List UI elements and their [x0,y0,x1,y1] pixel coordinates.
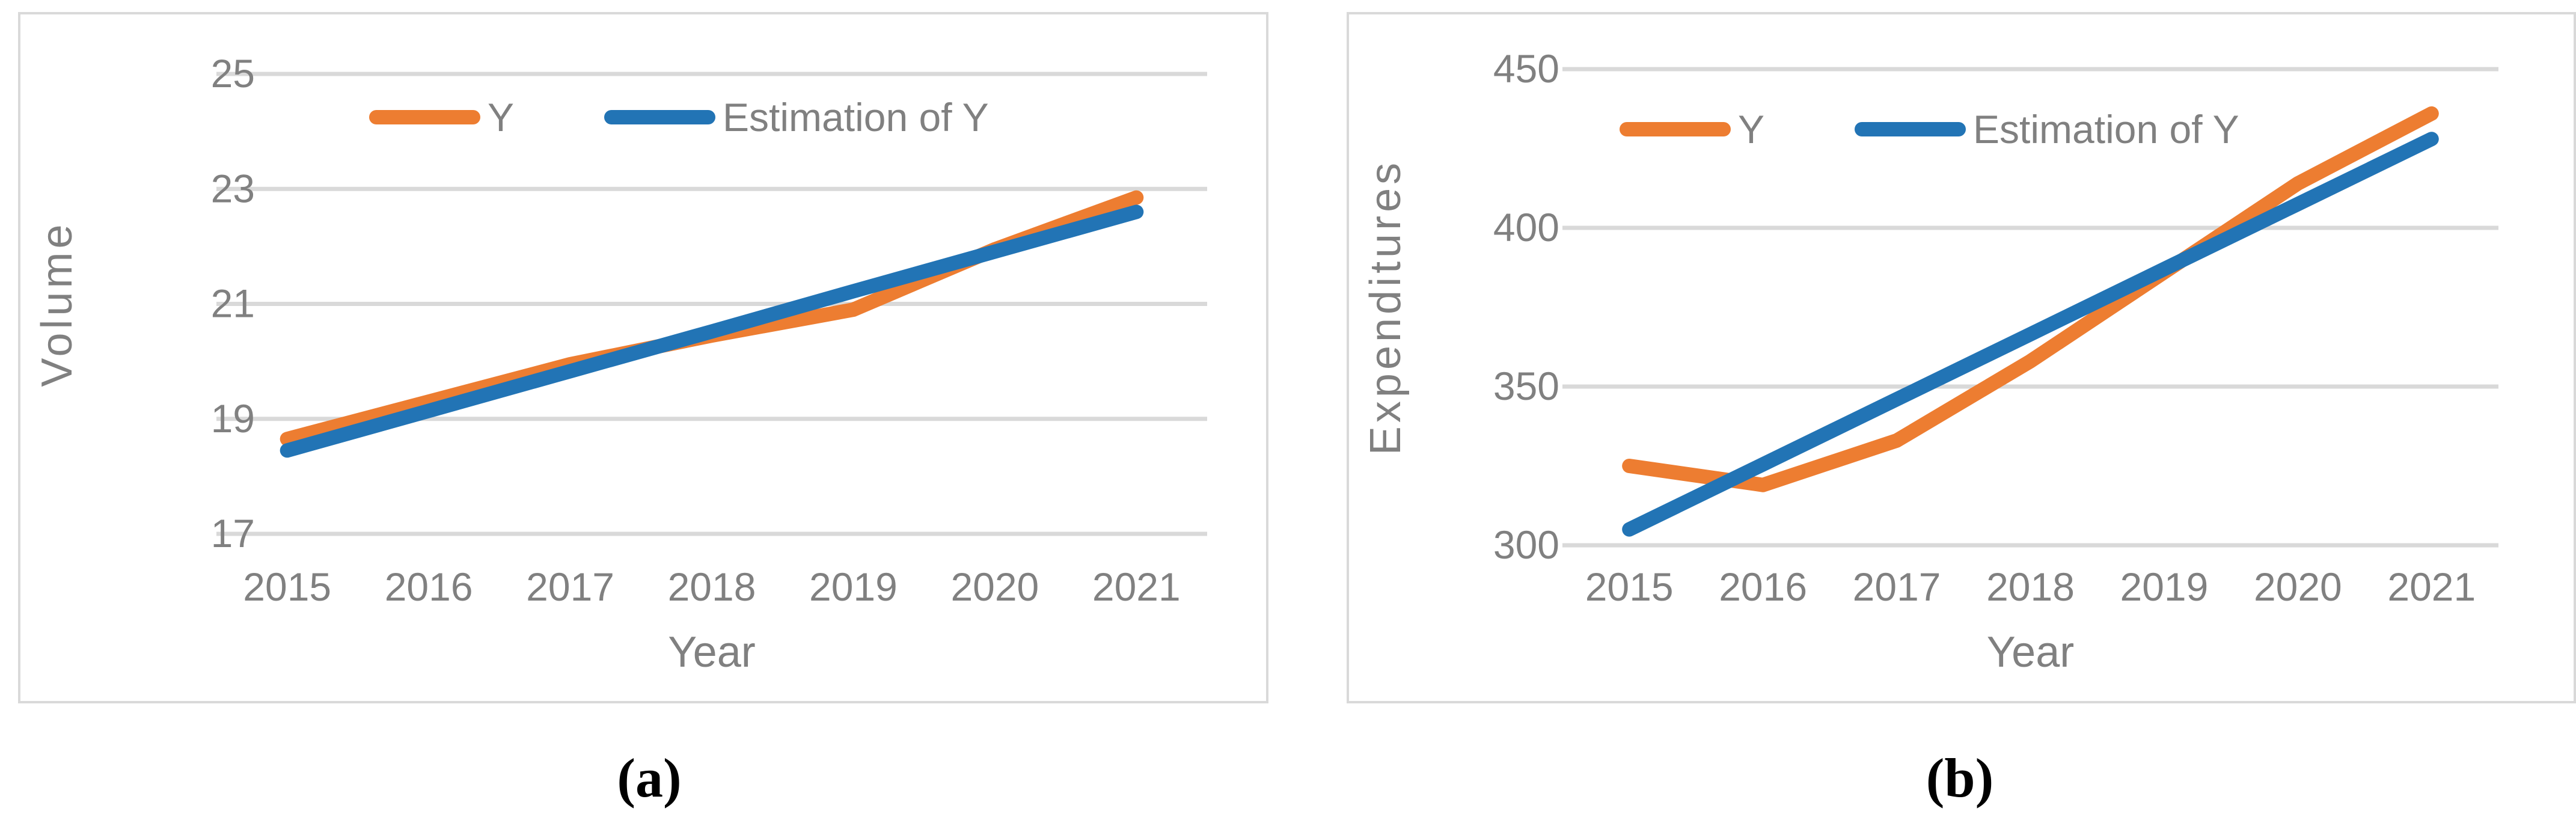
y-tick-label: 17 [211,511,255,555]
legend-label-estimation: Estimation of Y [1973,107,2239,151]
line-chart-a: 17 19 21 23 25 2015 2016 2017 2018 2019 2020 2021 Ye… [33,51,1207,676]
x-tick-label: 2017 [526,565,614,609]
y-tick-label: 25 [211,51,255,96]
legend-swatch-estimation [1855,122,1966,136]
chart-panel-b: 300 350 400 450 2015 2016 2017 2018 2019 2020 2021… [1347,12,2576,703]
legend-label-y: Y [488,95,515,139]
x-tick-label: 2020 [950,565,1039,609]
legend-swatch-y [369,110,480,124]
x-tick-label: 2019 [2120,565,2209,609]
line-chart-b: 300 350 400 450 2015 2016 2017 2018 2019 2020 2021… [1362,46,2498,676]
legend-a: Y Estimation of Y [369,97,989,137]
x-axis-title: Year [1987,628,2074,676]
y-tick-label: 21 [211,281,255,326]
legend-label-estimation: Estimation of Y [723,95,989,139]
legend-label-y: Y [1738,107,1765,151]
x-tick-label: 2015 [243,565,331,609]
subfigure-caption-a: (a) [617,747,682,809]
x-tick-label: 2018 [1986,565,2075,609]
y-tick-label: 300 [1493,522,1559,567]
x-tick-label: 2016 [1719,565,1807,609]
y-tick-label: 400 [1493,205,1559,249]
x-tick-label: 2019 [809,565,898,609]
x-tick-label: 2015 [1585,565,1674,609]
y-tick-label: 23 [211,166,255,210]
chart-panel-a: 17 19 21 23 25 2015 2016 2017 2018 2019 2020 2021 Ye… [18,12,1268,703]
subfigure-caption-b: (b) [1926,747,1994,809]
legend-item-y: Y [369,97,514,137]
legend-item-estimation: Estimation of Y [604,97,989,137]
legend-item-estimation: Estimation of Y [1855,109,2239,149]
legend-swatch-estimation [604,110,716,124]
x-tick-label: 2017 [1853,565,1941,609]
y-tick-label: 350 [1493,364,1559,408]
series-line-y [280,190,1144,447]
series-line-estimation [1622,132,2439,537]
x-tick-label: 2021 [2387,565,2476,609]
x-axis-title: Year [668,628,755,676]
legend-b: Y Estimation of Y [1620,109,2239,149]
y-axis-title: Expenditures [1362,159,1410,455]
x-tick-label: 2021 [1092,565,1181,609]
series-line-y [1622,106,2439,492]
y-tick-label: 450 [1493,46,1559,91]
x-tick-label: 2018 [668,565,756,609]
y-axis-title: Volume [33,221,81,387]
series-line-estimation [280,204,1144,458]
x-tick-label: 2016 [385,565,473,609]
legend-item-y: Y [1620,109,1764,149]
y-tick-label: 19 [211,396,255,441]
legend-swatch-y [1620,122,1731,136]
x-tick-label: 2020 [2254,565,2342,609]
